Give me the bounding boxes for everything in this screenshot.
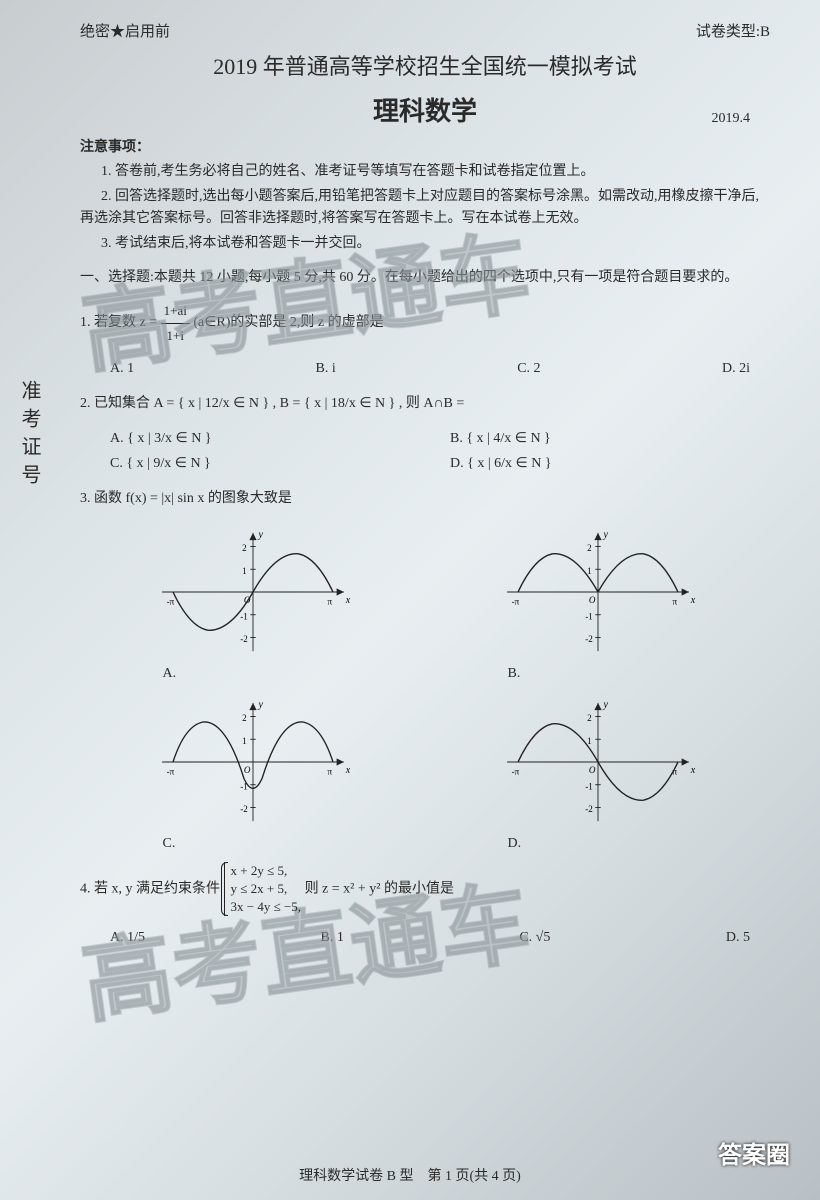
svg-text:-2: -2 [585,804,593,814]
instructions-block: 注意事项： 1. 答卷前,考生务必将自己的姓名、准考证号等填写在答题卡和试卷指定… [80,137,770,255]
main-title: 2019 年普通高等学校招生全国统一模拟考试 [80,49,770,81]
q4-option-b: B. 1 [321,930,344,946]
svg-text:2: 2 [587,543,592,553]
q4-option-d: D. 5 [726,930,750,946]
instruction-item: 2. 回答选择题时,选出每小题答案后,用铅笔把答题卡上对应题目的答案标号涂黑。如… [80,186,770,231]
q1-option-c: C. 2 [517,361,540,377]
graph-d-svg: x y -π π 1 2 -1 -2 O [498,692,698,832]
q3-graph-a: x y -π π 1 2 -1 -2 O A. [153,522,353,682]
svg-text:y: y [257,699,263,710]
graph-c-svg: x y -π π 1 2 -1 -2 O [153,692,353,832]
svg-text:-2: -2 [240,634,248,644]
svg-text:π: π [327,596,332,606]
instruction-item: 1. 答卷前,考生务必将自己的姓名、准考证号等填写在答题卡和试卷指定位置上。 [80,161,770,183]
paper-type-label: 试卷类型:B [696,20,770,41]
question-2: 2. 已知集合 A = { x | 12/x ∈ N } , B = { x |… [80,391,770,416]
q1-text-pre: 1. 若复数 z = [80,315,161,330]
graph-b-svg: x y -π π 1 2 -1 -2 O [498,522,698,662]
svg-text:x: x [344,594,350,605]
section-1-header: 一、选择题:本题共 12 小题,每小题 5 分,共 60 分。在每小题给出的四个… [80,267,770,289]
q3-label-a: A. [163,666,177,682]
q3-graph-c: x y -π π 1 2 -1 -2 O C. [153,692,353,852]
q4-option-a: A. 1/5 [110,930,145,946]
svg-text:O: O [588,764,595,774]
q1-options: A. 1 B. i C. 2 D. 2i [80,357,770,381]
svg-text:-π: -π [166,766,174,776]
q3-label-b: B. [508,666,521,682]
svg-text:π: π [327,766,332,776]
svg-text:-2: -2 [240,804,248,814]
q1-frac-den: 1+i [161,324,190,347]
svg-text:x: x [689,594,695,605]
question-1: 1. 若复数 z = 1+ai 1+i (a∈R)的实部是 2,则 z 的虚部是 [80,299,770,347]
svg-text:-1: -1 [585,611,593,621]
svg-text:y: y [257,529,263,540]
svg-text:y: y [602,699,608,710]
instruction-item: 3. 考试结束后,将本试卷和答题卡一并交回。 [80,233,770,255]
svg-text:1: 1 [242,565,247,575]
q1-option-b: B. i [316,361,336,377]
svg-text:1: 1 [242,735,247,745]
page-footer: 理科数学试卷 B 型 第 1 页(共 4 页) [0,1165,820,1185]
svg-text:-2: -2 [585,634,593,644]
q4-constraints: x + 2y ≤ 5, y ≤ 2x + 5, 3x − 4y ≤ −5, [224,862,302,917]
svg-text:O: O [588,594,595,604]
svg-text:O: O [243,764,250,774]
q4-text-pre: 4. 若 x, y 满足约束条件 [80,881,224,896]
svg-text:-π: -π [511,596,519,606]
q1-text-post: (a∈R)的实部是 2,则 z 的虚部是 [193,315,383,330]
q3-graphs-row-1: x y -π π 1 2 -1 -2 O A. x y -π π 1 [80,522,770,682]
q4-constraint-3: 3x − 4y ≤ −5, [231,898,302,916]
q4-constraint-1: x + 2y ≤ 5, [231,862,302,880]
svg-text:2: 2 [242,543,247,553]
svg-text:-1: -1 [585,781,593,791]
instructions-label: 注意事项： [80,137,770,159]
q2-option-d: D. { x | 6/x ∈ N } [450,455,750,472]
svg-text:-1: -1 [240,611,248,621]
q3-label-d: D. [508,836,522,852]
q4-options: A. 1/5 B. 1 C. √5 D. 5 [80,926,770,950]
q3-graphs-row-2: x y -π π 1 2 -1 -2 O C. x y -π π 1 [80,692,770,852]
q2-option-b: B. { x | 4/x ∈ N } [450,430,750,447]
graph-a-svg: x y -π π 1 2 -1 -2 O [153,522,353,662]
svg-text:1: 1 [587,735,592,745]
svg-text:2: 2 [242,713,247,723]
q3-graph-b: x y -π π 1 2 -1 -2 O B. [498,522,698,682]
confidential-label: 绝密★启用前 [80,20,170,41]
q4-option-c: C. √5 [519,930,550,946]
q4-text-post: 则 z = x² + y² 的最小值是 [305,881,454,896]
svg-text:π: π [672,596,677,606]
q1-frac-num: 1+ai [161,299,190,323]
svg-text:y: y [602,529,608,540]
q3-label-c: C. [163,836,176,852]
header-row: 绝密★启用前 试卷类型:B [80,20,770,41]
q1-option-a: A. 1 [110,361,134,377]
q1-option-d: D. 2i [722,361,750,377]
admission-number-label: 准考证号 [15,380,44,492]
question-3: 3. 函数 f(x) = |x| sin x 的图象大致是 [80,486,770,511]
q4-constraint-2: y ≤ 2x + 5, [231,880,302,898]
q2-option-a: A. { x | 3/x ∈ N } [110,430,410,447]
question-4: 4. 若 x, y 满足约束条件 x + 2y ≤ 5, y ≤ 2x + 5,… [80,862,770,917]
svg-text:-π: -π [511,766,519,776]
answer-badge: 答案圈 [718,1135,790,1170]
q2-options: A. { x | 3/x ∈ N } B. { x | 4/x ∈ N } C.… [80,426,770,476]
svg-text:1: 1 [587,565,592,575]
q3-graph-d: x y -π π 1 2 -1 -2 O D. [498,692,698,852]
svg-text:x: x [344,764,350,775]
svg-text:2: 2 [587,713,592,723]
q2-option-c: C. { x | 9/x ∈ N } [110,455,410,472]
svg-text:x: x [689,764,695,775]
q1-fraction: 1+ai 1+i [161,299,190,347]
svg-text:-π: -π [166,596,174,606]
